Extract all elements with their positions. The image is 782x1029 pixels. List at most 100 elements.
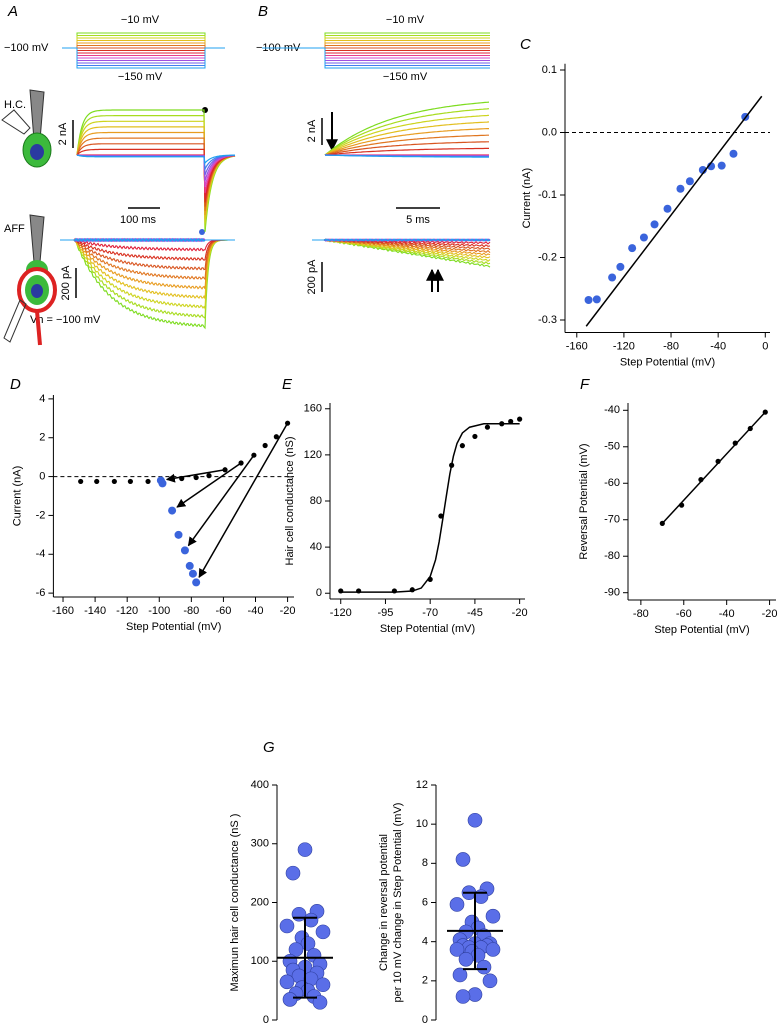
y-tick-label: -0.3 <box>538 314 557 326</box>
data-point <box>517 416 523 422</box>
y-tick-label: 2 <box>39 432 45 444</box>
scale-label: 5 ms <box>406 214 430 226</box>
data-point <box>315 977 331 993</box>
data-point <box>188 569 197 578</box>
x-tick-label: -120 <box>613 340 635 352</box>
hc-trace <box>76 154 235 165</box>
cell-label: H.C. <box>4 99 26 111</box>
x-tick-label: -80 <box>633 608 649 620</box>
fit-line <box>585 95 763 327</box>
data-point <box>482 973 498 989</box>
y-axis-label: Current (nA) <box>521 168 533 229</box>
error-bar <box>463 891 487 971</box>
y-tick-label: 6 <box>422 896 428 908</box>
x-tick-label: 0 <box>762 340 768 352</box>
x-tick-label: -140 <box>84 605 106 617</box>
data-point <box>455 852 471 867</box>
y-tick-label: 300 <box>251 838 269 850</box>
x-tick-label: -160 <box>566 340 588 352</box>
y-tick-label: 160 <box>304 403 322 415</box>
y-tick-label: 80 <box>310 495 322 507</box>
hc-trace <box>324 114 490 156</box>
cell-illustration <box>1 89 57 346</box>
data-point <box>193 474 199 481</box>
data-point <box>127 478 133 485</box>
hc-trace <box>324 108 490 156</box>
data-point <box>288 942 304 957</box>
data-point <box>458 951 474 967</box>
y-axis-label: Maximun hair cell conductance (nS ) <box>229 814 241 992</box>
y-tick-label: 12 <box>416 779 428 791</box>
data-point <box>315 924 331 940</box>
data-point <box>145 478 151 485</box>
data-point <box>459 443 465 449</box>
y-tick-label: 0 <box>263 1014 269 1026</box>
data-point <box>185 561 194 570</box>
voltage-step <box>62 35 225 49</box>
y-tick-label: 10 <box>416 818 428 830</box>
data-point <box>262 442 268 449</box>
y-tick-label: -0.2 <box>538 251 557 263</box>
x-tick-label: -60 <box>215 605 231 617</box>
y-tick-label: 200 <box>251 896 269 908</box>
x-axis-label: Step Potential (mV) <box>654 624 749 636</box>
x-tick-label: -40 <box>710 340 726 352</box>
data-point <box>717 161 726 170</box>
data-point <box>297 842 313 857</box>
hc-trace <box>324 121 490 156</box>
x-tick-label: -40 <box>248 605 264 617</box>
y-tick-label: -50 <box>604 441 620 453</box>
scale-label: 200 pA <box>306 259 318 295</box>
step-label: −150 mV <box>383 71 428 83</box>
y-tick-label: -60 <box>604 477 620 489</box>
voltage-step <box>62 40 225 49</box>
data-point <box>111 478 117 485</box>
x-tick-label: -80 <box>663 340 679 352</box>
scale-label: 200 pA <box>60 265 72 301</box>
data-point <box>685 177 694 186</box>
data-point <box>180 546 189 555</box>
x-tick-label: -160 <box>52 605 74 617</box>
fit-line <box>661 411 766 524</box>
x-tick-label: -40 <box>719 608 735 620</box>
aff-trace <box>60 239 235 271</box>
step-label: −150 mV <box>118 71 163 83</box>
scale-label: 100 ms <box>120 214 157 226</box>
y-tick-label: 2 <box>422 975 428 987</box>
data-point <box>206 473 212 479</box>
data-point <box>650 220 659 229</box>
y-axis-label: Current (nA) <box>11 466 23 527</box>
y-tick-label: 8 <box>422 857 428 869</box>
step-label: −10 mV <box>121 14 160 26</box>
data-point <box>584 296 593 304</box>
data-point <box>729 149 738 158</box>
y-tick-label: 120 <box>304 449 322 461</box>
x-tick-label: -20 <box>280 605 296 617</box>
y-axis-label: Hair cell conductance (nS) <box>284 436 296 565</box>
hc-trace <box>324 141 489 156</box>
error-bar <box>293 916 317 999</box>
y-tick-label: 0.0 <box>542 126 557 138</box>
data-point <box>592 295 601 304</box>
data-point <box>484 424 491 430</box>
x-tick-label: -80 <box>183 605 199 617</box>
marker <box>199 229 205 235</box>
x-axis-label: Step Potential (mV) <box>380 623 475 635</box>
data-point <box>438 513 444 519</box>
holding-label: Vh = −100 mV <box>30 314 101 326</box>
data-point <box>508 418 514 425</box>
y-tick-label: 100 <box>251 955 269 967</box>
x-axis-label: Step Potential (mV) <box>126 621 221 633</box>
y-tick-label: 0 <box>316 587 322 599</box>
x-tick-label: -100 <box>148 605 170 617</box>
y-tick-label: -6 <box>36 587 46 599</box>
aff-trace <box>60 238 235 290</box>
x-tick-label: -120 <box>330 607 352 619</box>
y-tick-label: 0 <box>422 1014 428 1026</box>
data-point <box>282 992 298 1007</box>
data-point <box>732 440 738 446</box>
y-tick-label: 400 <box>251 779 269 791</box>
arrow <box>187 454 255 547</box>
step-label: −100 mV <box>4 42 49 54</box>
